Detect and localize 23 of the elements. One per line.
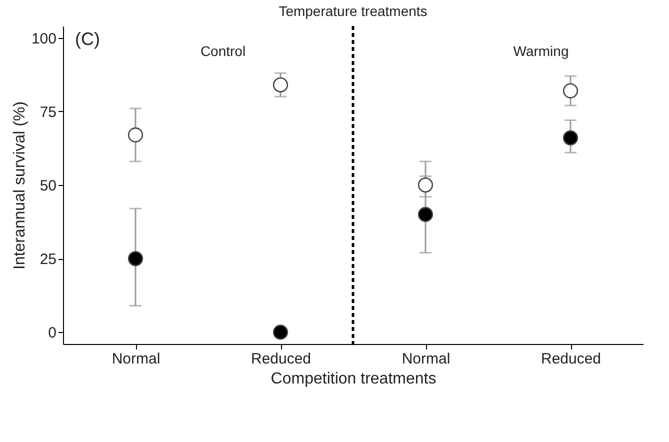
x-axis-title: Competition treatments: [270, 370, 436, 388]
x-tick-label: Normal: [112, 350, 160, 368]
point: [128, 251, 144, 266]
point: [128, 127, 144, 142]
y-tick-label: 100: [31, 30, 56, 48]
chart-title: Temperature treatments: [278, 2, 428, 19]
annotation: Warming: [513, 43, 569, 59]
point: [272, 77, 288, 92]
y-tick-label: 0: [48, 324, 56, 342]
y-tick-label: 25: [40, 251, 56, 268]
annotation: (C): [75, 29, 100, 49]
point: [562, 83, 578, 98]
y-tick-label: 50: [40, 178, 56, 194]
x-tick-label: Normal: [402, 350, 450, 368]
point: [418, 206, 434, 222]
x-tick-label: Reduced: [250, 350, 312, 368]
x-tick-label: Reduced: [540, 350, 602, 368]
point: [272, 324, 288, 340]
annotation: Control: [200, 43, 246, 59]
y-axis-title: Interannual survival (%): [11, 101, 28, 270]
y-tick-label: 75: [40, 104, 56, 121]
point: [562, 130, 578, 146]
point: [418, 177, 434, 193]
